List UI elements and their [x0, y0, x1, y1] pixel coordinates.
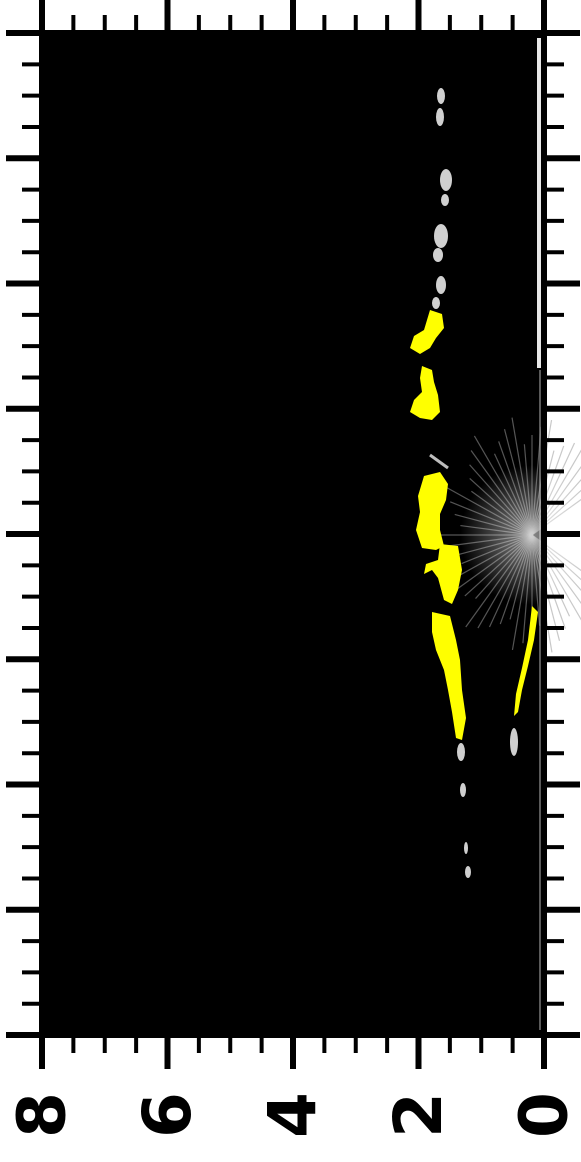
- tick-label: 2: [380, 1092, 457, 1138]
- bottom-return-line-lower: [539, 370, 542, 1030]
- tick-label: 6: [129, 1092, 206, 1138]
- tick-label: 8: [4, 1092, 81, 1138]
- tick-label: 0: [506, 1092, 581, 1138]
- axis-tick-labels: 8 6 4 2 0: [4, 1092, 581, 1138]
- echo-trail-lower: [457, 728, 518, 878]
- echo-streak: [429, 453, 449, 470]
- tick-label: 4: [255, 1092, 332, 1138]
- sonar-hub-glow: [460, 465, 581, 605]
- bottom-return-line: [537, 38, 541, 368]
- echo-trail-upper: [432, 88, 452, 309]
- echo-highlight: [410, 310, 538, 740]
- axis-ticks: [6, 0, 580, 1069]
